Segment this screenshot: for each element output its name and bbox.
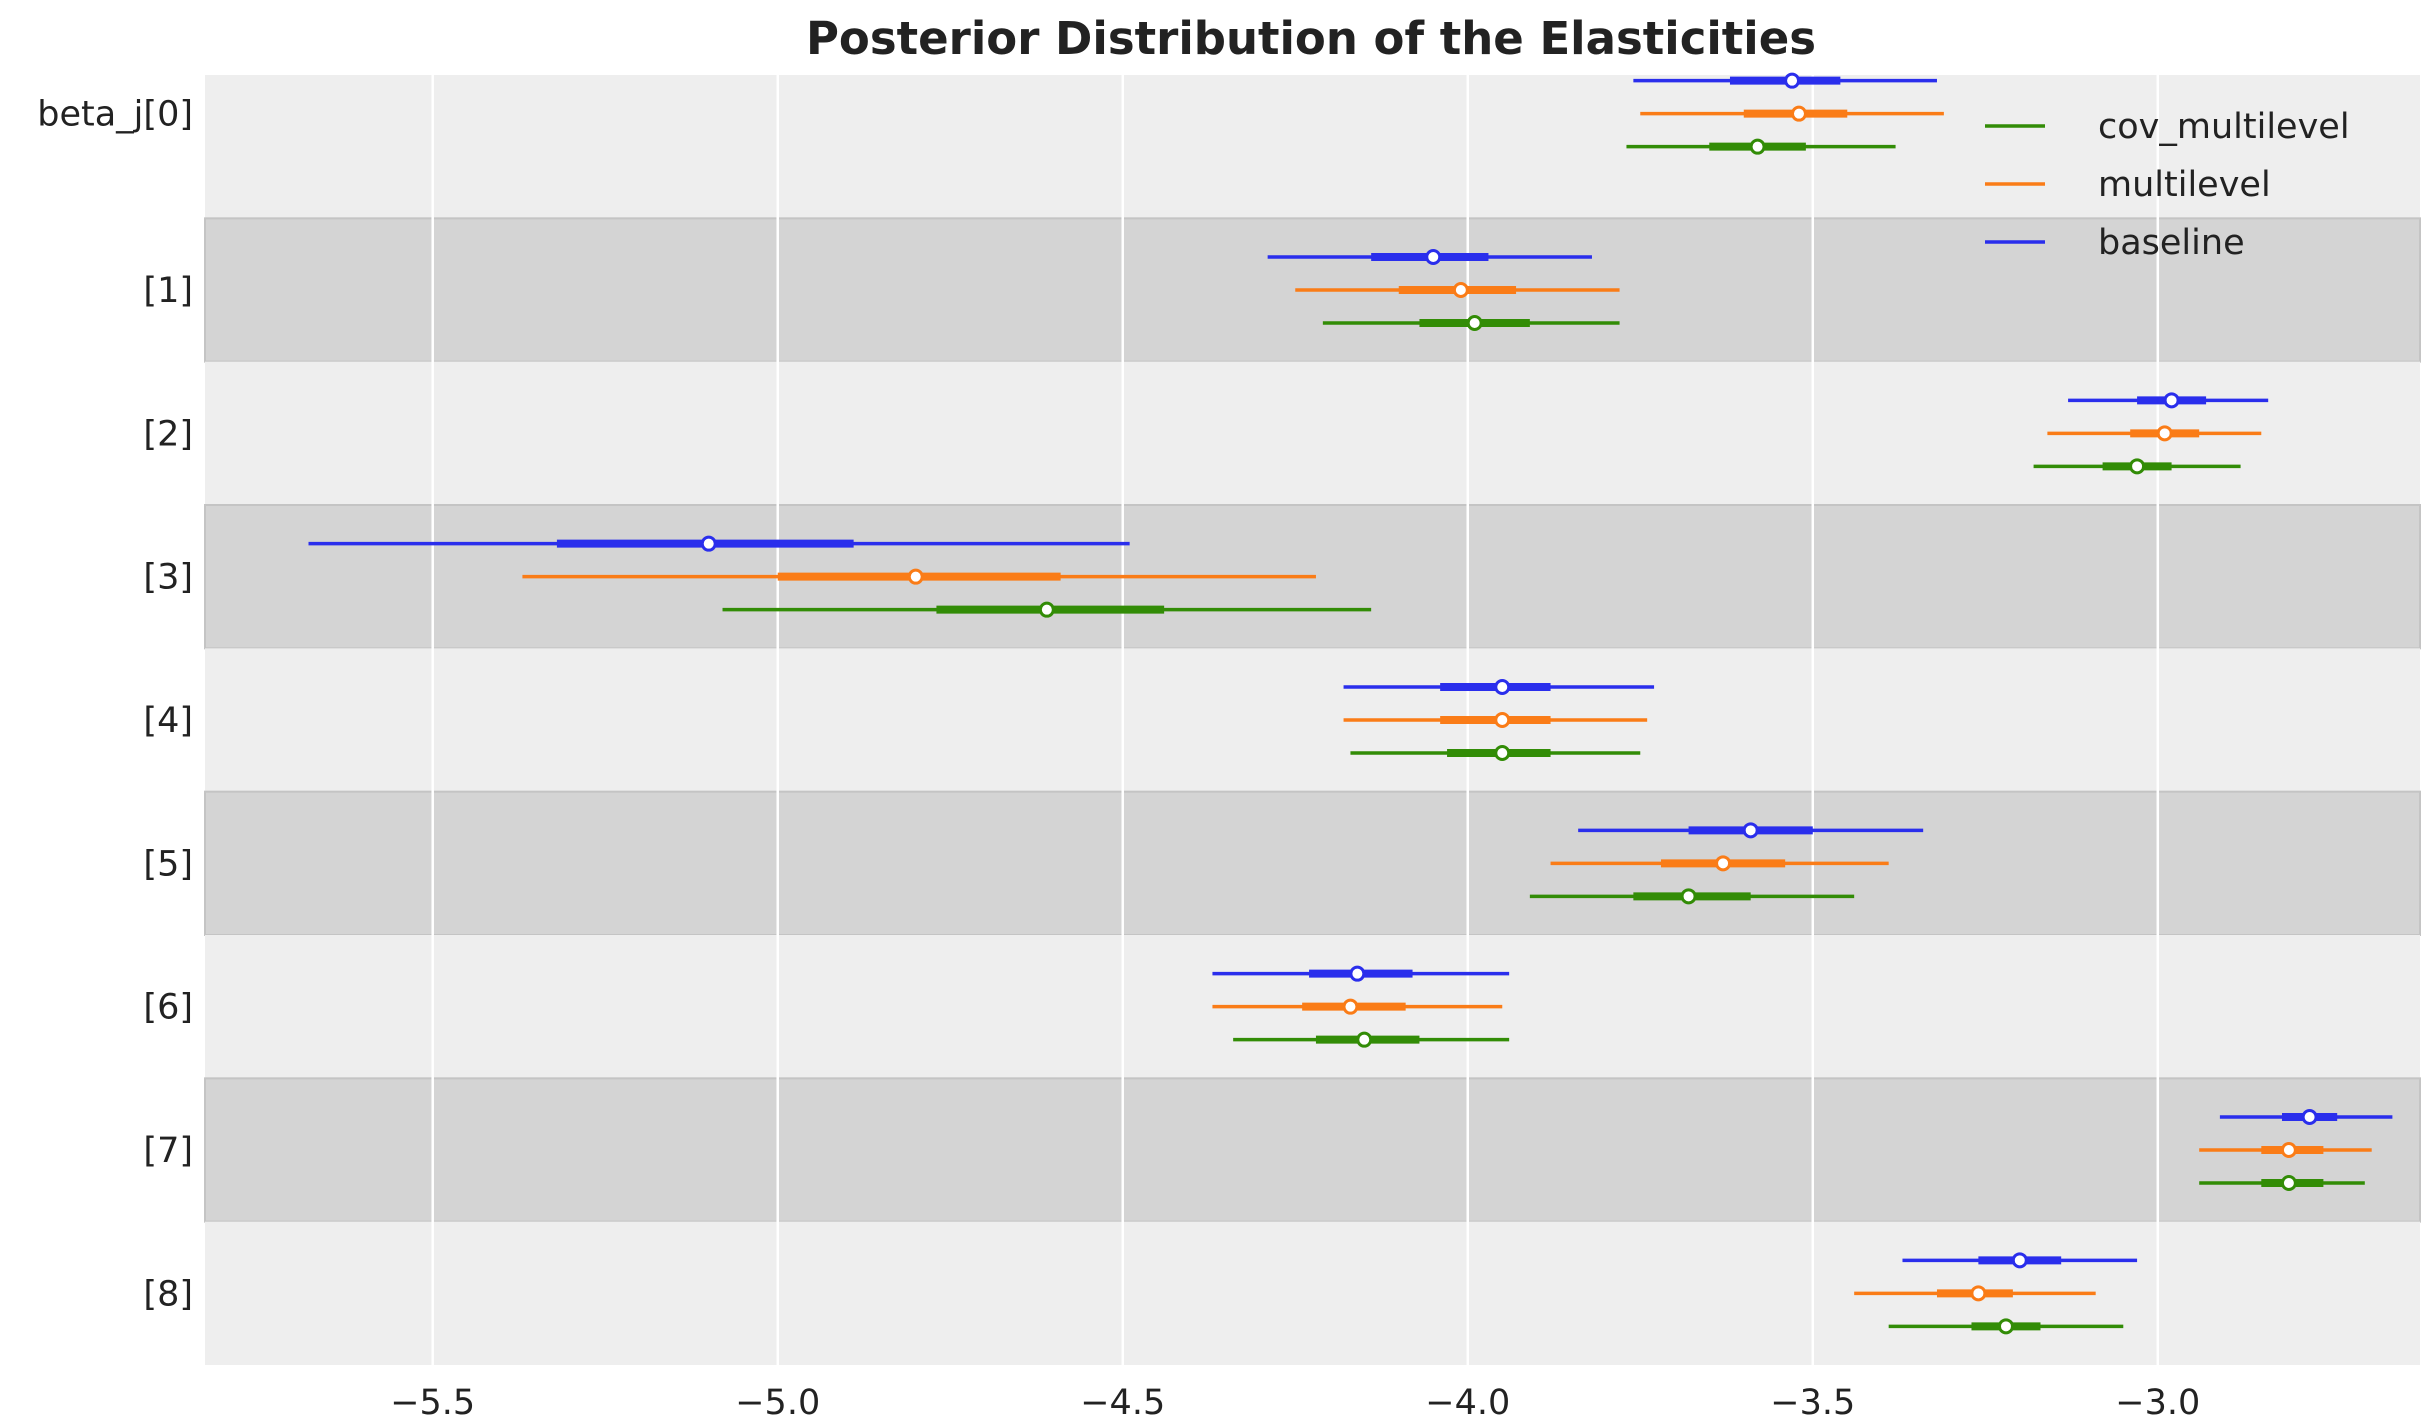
- x-tick-label: −3.5: [1770, 1383, 1855, 1423]
- baseline-median-point: [1784, 72, 1801, 89]
- cov_multilevel-median-point: [1356, 1031, 1373, 1048]
- multilevel-median-point: [1715, 855, 1732, 872]
- multilevel-median-point: [1494, 712, 1511, 728]
- cov_multilevel-median-point: [2280, 1175, 2297, 1191]
- multilevel-median-point: [1970, 1285, 1987, 1302]
- x-tick-labels: −5.5 −5.0 −4.5 −4.0 −3.5 −3.0: [390, 1383, 2200, 1423]
- baseline-median-point: [700, 535, 717, 552]
- baseline-median-point: [2301, 1109, 2318, 1125]
- legend-label-multilevel: multilevel: [2098, 165, 2271, 205]
- row-band-7: [204, 1077, 2421, 1223]
- baseline-median-point: [1742, 822, 1759, 839]
- y-tick-label: [1]: [143, 271, 193, 311]
- row-band-4: [205, 648, 2420, 792]
- x-tick-label: −4.5: [1080, 1383, 1165, 1423]
- baseline-median-point: [1494, 679, 1511, 695]
- multilevel-median-point: [2156, 425, 2173, 442]
- legend-label-cov_multilevel: cov_multilevel: [2098, 107, 2350, 147]
- y-tick-labels: beta_j[0] [1] [2] [3] [4] [5] [6] [7] [8]: [37, 95, 193, 1315]
- x-tick-label: −5.5: [390, 1383, 475, 1423]
- y-tick-label: [5]: [143, 844, 193, 884]
- y-tick-label: [8]: [143, 1274, 193, 1314]
- legend: cov_multilevel multilevel baseline: [1985, 107, 2350, 263]
- x-tick-label: −3.0: [2115, 1383, 2200, 1423]
- multilevel-median-point: [1452, 282, 1469, 298]
- baseline-median-point: [1349, 965, 1366, 982]
- y-tick-label: [6]: [143, 988, 193, 1028]
- multilevel-median-point: [1790, 105, 1807, 122]
- cov_multilevel-median-point: [1466, 315, 1483, 331]
- cov_multilevel-median-point: [2129, 458, 2146, 475]
- row-band-5: [204, 790, 2421, 937]
- multilevel-median-point: [1342, 998, 1359, 1015]
- interval-marks: [308, 72, 2393, 1335]
- y-tick-label: [7]: [143, 1131, 193, 1171]
- row-bands: [204, 75, 2421, 1365]
- baseline-median-point: [2011, 1252, 2028, 1269]
- chart-title: Posterior Distribution of the Elasticiti…: [806, 12, 1816, 65]
- cov_multilevel-median-point: [1038, 601, 1055, 618]
- cov_multilevel-median-point: [1680, 888, 1697, 905]
- x-tick-label: −4.0: [1425, 1383, 1510, 1423]
- cov_multilevel-median-point: [1494, 745, 1511, 761]
- y-tick-label: beta_j[0]: [37, 95, 193, 135]
- baseline-median-point: [2163, 392, 2180, 409]
- legend-label-baseline: baseline: [2098, 223, 2245, 263]
- y-tick-label: [2]: [143, 414, 193, 454]
- row-band-0: [205, 75, 2420, 219]
- multilevel-median-point: [907, 568, 924, 585]
- y-tick-label: [4]: [143, 701, 193, 741]
- x-tick-label: −5.0: [735, 1383, 820, 1423]
- cov_multilevel-median-point: [1997, 1318, 2014, 1335]
- cov_multilevel-median-point: [1749, 138, 1766, 155]
- multilevel-median-point: [2280, 1142, 2297, 1158]
- y-tick-label: [3]: [143, 558, 193, 598]
- baseline-median-point: [1425, 249, 1442, 265]
